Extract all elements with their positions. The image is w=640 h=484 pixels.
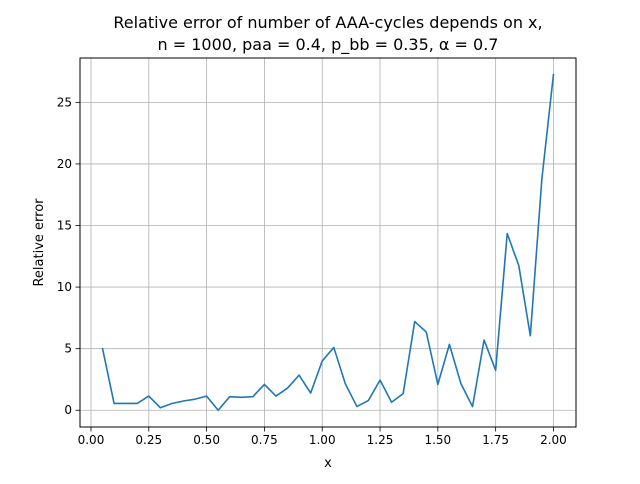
y-tick-label: 20 bbox=[57, 157, 72, 171]
x-tick-label: 0.00 bbox=[78, 433, 105, 447]
data-point bbox=[541, 178, 543, 180]
data-point bbox=[552, 74, 554, 76]
data-point bbox=[321, 360, 323, 362]
data-point bbox=[263, 383, 265, 385]
data-point bbox=[148, 395, 150, 397]
series-line-0 bbox=[101, 73, 555, 412]
data-point bbox=[495, 369, 497, 371]
data-point bbox=[402, 393, 404, 395]
x-tick-label: 2.00 bbox=[540, 433, 567, 447]
x-axis-ticks: 0.00 0.25 0.50 0.75 1.00 1.25 1.50 1.75 2.00 bbox=[78, 427, 567, 447]
data-point bbox=[483, 339, 485, 341]
data-point bbox=[240, 396, 242, 398]
data-point bbox=[287, 387, 289, 389]
x-tick-label: 0.25 bbox=[135, 433, 162, 447]
data-point bbox=[472, 406, 474, 408]
x-tick-label: 0.50 bbox=[193, 433, 220, 447]
x-tick-label: 1.00 bbox=[309, 433, 336, 447]
series-layer bbox=[101, 73, 555, 412]
data-point bbox=[414, 321, 416, 323]
data-point bbox=[333, 346, 335, 348]
y-axis-ticks: 0 5 10 15 20 25 bbox=[57, 95, 80, 417]
data-point bbox=[136, 402, 138, 404]
data-point bbox=[125, 402, 127, 404]
plot-area-frame bbox=[79, 57, 577, 428]
y-tick-label: 5 bbox=[64, 342, 72, 356]
data-point bbox=[379, 379, 381, 381]
data-point bbox=[391, 401, 393, 403]
data-point bbox=[159, 407, 161, 409]
data-point bbox=[356, 406, 358, 408]
chart-title-line-1: Relative error of number of AAA-cycles d… bbox=[113, 13, 542, 32]
y-tick-label: 0 bbox=[64, 403, 72, 417]
y-tick-label: 25 bbox=[57, 95, 72, 109]
data-point bbox=[275, 395, 277, 397]
data-point bbox=[229, 396, 231, 398]
data-point bbox=[367, 399, 369, 401]
data-point bbox=[182, 400, 184, 402]
x-axis-label: x bbox=[324, 456, 332, 471]
data-point bbox=[310, 392, 312, 394]
data-point bbox=[252, 396, 254, 398]
y-tick-label: 15 bbox=[57, 219, 72, 233]
data-point bbox=[518, 265, 520, 267]
y-axis-label: Relative error bbox=[32, 198, 47, 287]
grid bbox=[80, 58, 576, 427]
data-point bbox=[460, 383, 462, 385]
x-tick-label: 1.75 bbox=[482, 433, 509, 447]
y-tick-label: 10 bbox=[57, 280, 72, 294]
x-tick-label: 1.50 bbox=[424, 433, 451, 447]
data-point bbox=[217, 409, 219, 411]
data-point bbox=[171, 402, 173, 404]
data-point bbox=[206, 395, 208, 397]
x-tick-label: 1.25 bbox=[367, 433, 394, 447]
data-point bbox=[194, 398, 196, 400]
data-point bbox=[437, 383, 439, 385]
data-point bbox=[344, 383, 346, 385]
data-point bbox=[506, 233, 508, 235]
data-point bbox=[448, 343, 450, 345]
x-tick-label: 0.75 bbox=[251, 433, 278, 447]
data-point bbox=[425, 331, 427, 333]
data-point bbox=[102, 348, 104, 350]
data-point bbox=[113, 402, 115, 404]
chart-title-line-2: n = 1000, paa = 0.4, p_bb = 0.35, α = 0.… bbox=[158, 35, 499, 55]
data-point bbox=[298, 374, 300, 376]
data-point bbox=[529, 335, 531, 337]
